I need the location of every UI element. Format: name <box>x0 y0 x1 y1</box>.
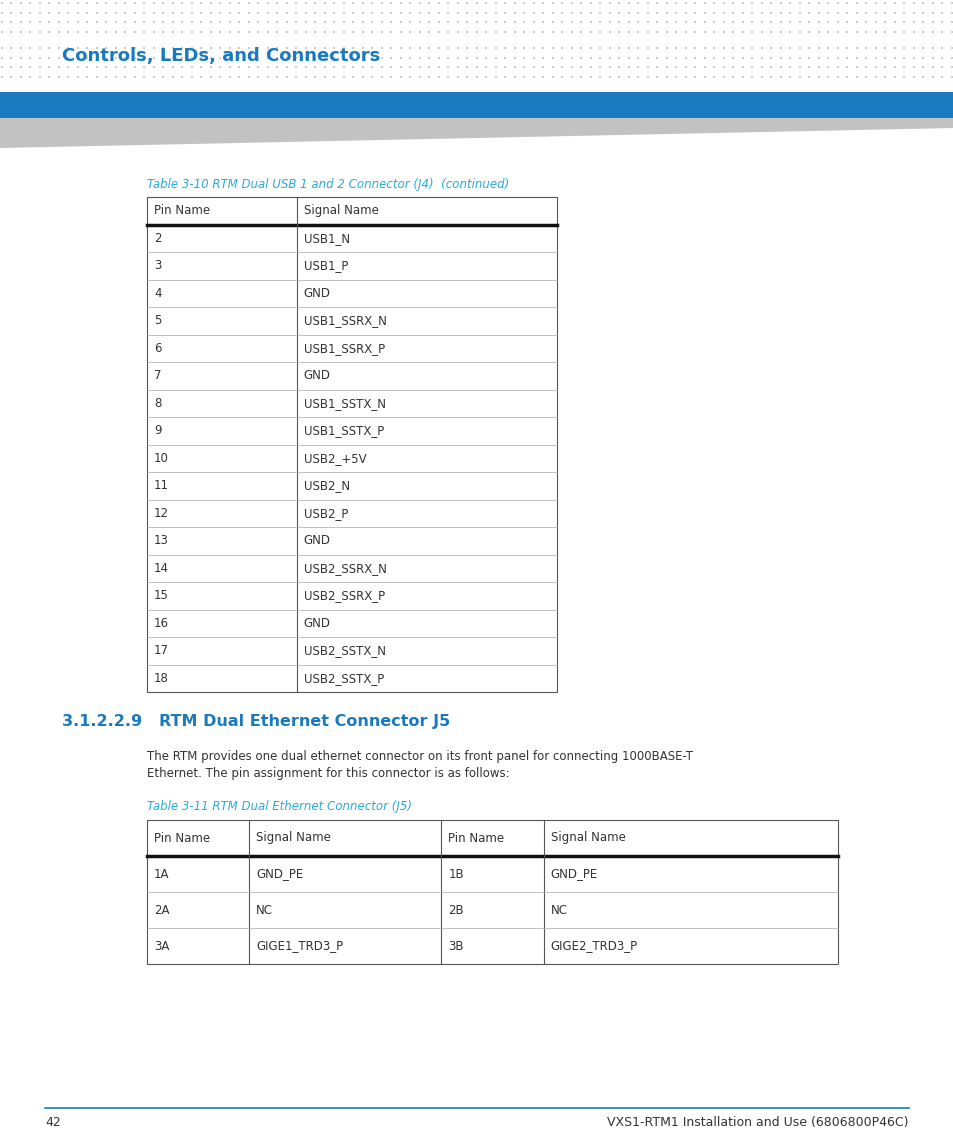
Text: 42: 42 <box>45 1116 61 1129</box>
Text: 16: 16 <box>153 617 169 630</box>
Text: GND_PE: GND_PE <box>550 868 598 881</box>
Text: Table 3-10 RTM Dual USB 1 and 2 Connector (J4)  (continued): Table 3-10 RTM Dual USB 1 and 2 Connecto… <box>147 177 509 191</box>
Text: NC: NC <box>256 903 273 916</box>
Text: USB1_SSTX_P: USB1_SSTX_P <box>303 425 383 437</box>
Text: 3.1.2.2.9   RTM Dual Ethernet Connector J5: 3.1.2.2.9 RTM Dual Ethernet Connector J5 <box>62 714 450 729</box>
Text: 1B: 1B <box>448 868 463 881</box>
Text: Ethernet. The pin assignment for this connector is as follows:: Ethernet. The pin assignment for this co… <box>147 767 509 780</box>
Text: GIGE1_TRD3_P: GIGE1_TRD3_P <box>256 940 343 953</box>
Text: GND: GND <box>303 617 331 630</box>
Text: 10: 10 <box>153 452 169 465</box>
Text: 14: 14 <box>153 562 169 575</box>
Text: 8: 8 <box>153 397 161 410</box>
Text: USB2_N: USB2_N <box>303 480 350 492</box>
Text: USB1_SSTX_N: USB1_SSTX_N <box>303 397 385 410</box>
Text: USB1_P: USB1_P <box>303 259 348 273</box>
Text: 9: 9 <box>153 425 161 437</box>
Text: USB1_N: USB1_N <box>303 231 350 245</box>
Text: The RTM provides one dual ethernet connector on its front panel for connecting 1: The RTM provides one dual ethernet conne… <box>147 750 692 763</box>
Text: Pin Name: Pin Name <box>448 831 504 845</box>
Text: USB2_SSRX_P: USB2_SSRX_P <box>303 590 384 602</box>
Text: 13: 13 <box>153 535 169 547</box>
Text: 1A: 1A <box>153 868 170 881</box>
Text: USB2_+5V: USB2_+5V <box>303 452 366 465</box>
Text: GND: GND <box>303 286 331 300</box>
Text: USB2_SSRX_N: USB2_SSRX_N <box>303 562 386 575</box>
Text: 12: 12 <box>153 507 169 520</box>
Text: VXS1-RTM1 Installation and Use (6806800P46C): VXS1-RTM1 Installation and Use (6806800P… <box>607 1116 908 1129</box>
Bar <box>147 820 837 964</box>
Text: USB1_SSRX_N: USB1_SSRX_N <box>303 314 386 327</box>
Text: 2A: 2A <box>153 903 170 916</box>
Text: Signal Name: Signal Name <box>550 831 625 845</box>
Text: 6: 6 <box>153 341 161 355</box>
Text: 7: 7 <box>153 369 161 382</box>
Text: 15: 15 <box>153 590 169 602</box>
Text: 2: 2 <box>153 231 161 245</box>
Text: Controls, LEDs, and Connectors: Controls, LEDs, and Connectors <box>62 47 380 65</box>
Text: Table 3-11 RTM Dual Ethernet Connector (J5): Table 3-11 RTM Dual Ethernet Connector (… <box>147 800 412 813</box>
Text: 18: 18 <box>153 672 169 685</box>
Text: USB2_SSTX_P: USB2_SSTX_P <box>303 672 383 685</box>
Bar <box>0 92 953 118</box>
Text: NC: NC <box>550 903 567 916</box>
Text: Signal Name: Signal Name <box>256 831 331 845</box>
Text: 3A: 3A <box>153 940 170 953</box>
Bar <box>147 197 557 692</box>
Text: Pin Name: Pin Name <box>153 204 210 218</box>
Text: GND: GND <box>303 535 331 547</box>
Text: Signal Name: Signal Name <box>303 204 378 218</box>
Text: 11: 11 <box>153 480 169 492</box>
Text: USB2_SSTX_N: USB2_SSTX_N <box>303 645 385 657</box>
Text: 3: 3 <box>153 259 161 273</box>
Text: 2B: 2B <box>448 903 463 916</box>
Text: Pin Name: Pin Name <box>153 831 210 845</box>
Text: 5: 5 <box>153 314 161 327</box>
Polygon shape <box>0 118 953 148</box>
Text: USB1_SSRX_P: USB1_SSRX_P <box>303 341 384 355</box>
Text: 17: 17 <box>153 645 169 657</box>
Text: GIGE2_TRD3_P: GIGE2_TRD3_P <box>550 940 638 953</box>
Text: GND_PE: GND_PE <box>256 868 303 881</box>
Text: 3B: 3B <box>448 940 463 953</box>
Text: 4: 4 <box>153 286 161 300</box>
Text: USB2_P: USB2_P <box>303 507 348 520</box>
Text: GND: GND <box>303 369 331 382</box>
